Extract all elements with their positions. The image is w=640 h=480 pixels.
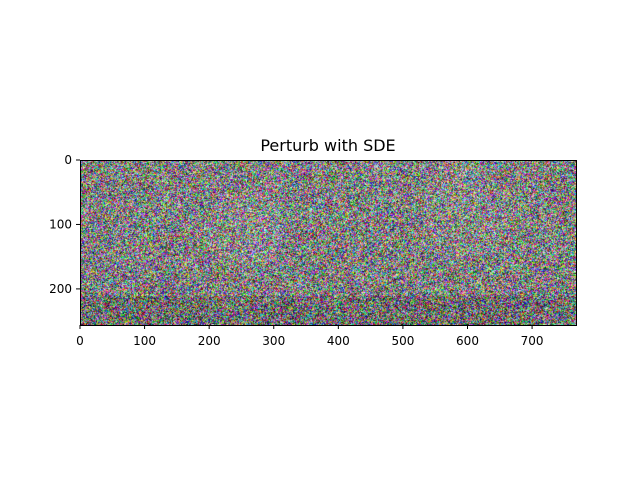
- x-tick-label: 500: [391, 334, 414, 348]
- y-tick-label: 200: [49, 282, 72, 296]
- axes-frame: [80, 160, 577, 326]
- x-tick-label: 300: [262, 334, 285, 348]
- x-axis: 0 100 200 300 400 500 600 700: [76, 325, 544, 348]
- x-tick-label: 700: [521, 334, 544, 348]
- chart-title: Perturb with SDE: [260, 136, 395, 155]
- noise-image: [80, 160, 576, 325]
- y-tick-label: 0: [64, 153, 72, 167]
- x-tick-label: 100: [133, 334, 156, 348]
- x-tick-label: 200: [198, 334, 221, 348]
- x-tick-label: 400: [327, 334, 350, 348]
- y-axis: 0 100 200: [49, 153, 80, 296]
- x-tick-label: 0: [76, 334, 84, 348]
- x-tick-label: 600: [456, 334, 479, 348]
- y-tick-label: 100: [49, 217, 72, 231]
